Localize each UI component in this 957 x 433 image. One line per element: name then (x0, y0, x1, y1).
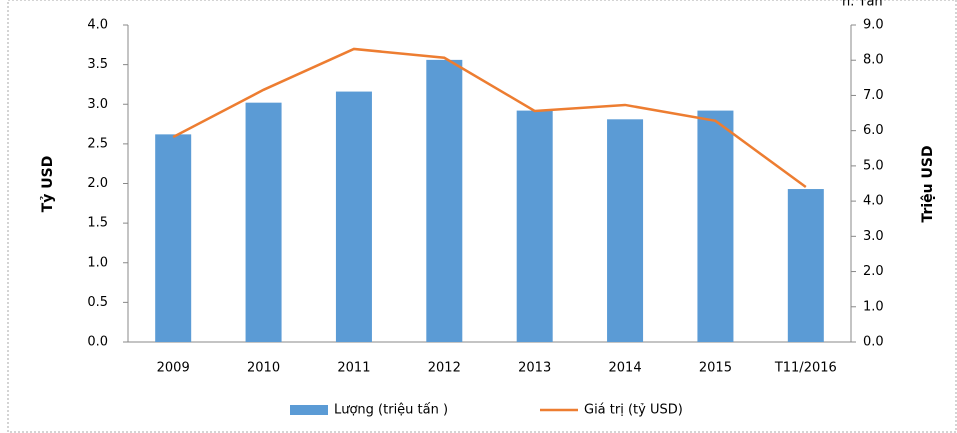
y-tick-label: 1.5 (87, 216, 108, 231)
bar (607, 119, 644, 343)
y-tick-label: 1.0 (87, 255, 108, 270)
x-tick-label: 2015 (699, 361, 732, 376)
bar (787, 189, 824, 342)
bar (426, 59, 463, 343)
x-tick-label: 2012 (428, 361, 461, 376)
y-tick-label: 2.5 (87, 136, 108, 151)
y2-tick-label: 3.0 (863, 229, 884, 244)
y-tick-label: 0.5 (87, 295, 108, 310)
bar (697, 110, 734, 342)
legend-label: Lượng (triệu tấn ) (334, 403, 448, 418)
x-tick-label: 2013 (518, 361, 551, 376)
y2-tick-label: 1.0 (863, 299, 884, 314)
legend-swatch (290, 405, 328, 415)
x-tick-label: 2014 (609, 361, 642, 376)
bar (155, 134, 192, 342)
y-tick-label: 2.0 (87, 176, 108, 191)
y-tick-label: 4.0 (87, 18, 108, 33)
y2-tick-label: 7.0 (863, 88, 884, 103)
bar (335, 91, 372, 342)
y2-axis-title: Triệu USD (920, 145, 936, 222)
x-tick-label: 2011 (337, 361, 370, 376)
chart-border (7, 0, 957, 433)
x-tick-label: 2010 (247, 361, 280, 376)
x-tick-label: T11/2016 (774, 361, 837, 376)
y-tick-label: 3.0 (87, 97, 108, 112)
legend-label: Giá trị (tỷ USD) (584, 403, 683, 418)
y2-tick-label: 2.0 (863, 264, 884, 279)
y2-tick-label: 6.0 (863, 123, 884, 138)
y2-tick-label: 9.0 (863, 18, 884, 33)
bar (245, 102, 282, 342)
x-tick-label: 2009 (157, 361, 190, 376)
y2-tick-label: 4.0 (863, 194, 884, 209)
y-axis-title: Tỷ USD (40, 156, 56, 213)
y2-tick-label: 0.0 (863, 335, 884, 350)
bar (516, 110, 553, 342)
y2-tick-label: 5.0 (863, 158, 884, 173)
y2-tick-label: 8.0 (863, 53, 884, 68)
annotation: n. Tấn (842, 0, 883, 10)
y-tick-label: 0.0 (87, 335, 108, 350)
line (172, 47, 807, 189)
y-tick-label: 3.5 (87, 57, 108, 72)
